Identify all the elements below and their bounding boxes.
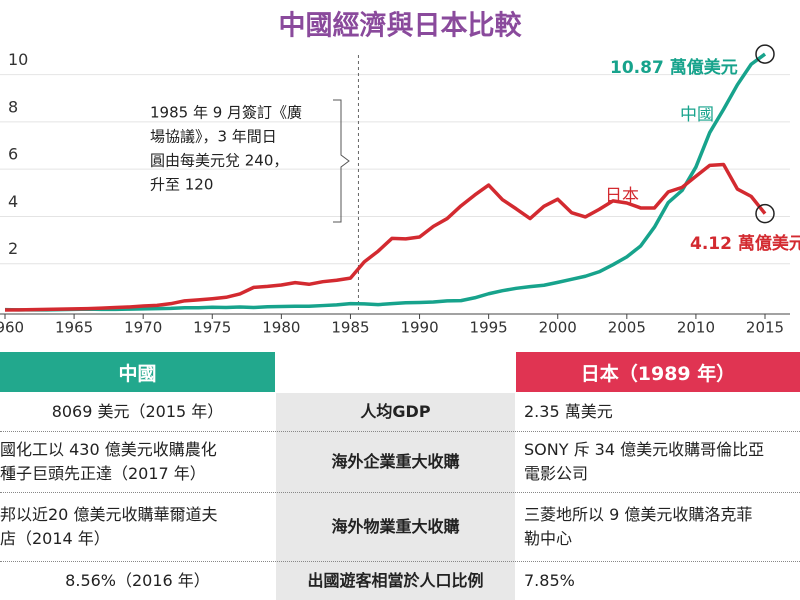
table-cell: 8.56%（2016 年） <box>0 562 275 600</box>
annotation-text: 場協議》，3 年間日 <box>150 128 277 146</box>
cell-text: SONY 斥 34 億美元收購哥倫比亞 <box>524 440 765 459</box>
annotation-text: 升至 120 <box>150 176 213 194</box>
cell-text: 人均GDP <box>360 402 431 421</box>
cell-text: 海外企業重大收購 <box>331 452 460 471</box>
end-marker <box>755 44 775 64</box>
annotation-bracket <box>333 99 350 223</box>
table-cell: 邦以近20 億美元收購華爾道夫 店（2014 年） <box>0 493 275 561</box>
annotation-text: 圓由每美元兌 240， <box>150 152 288 170</box>
y-tick-label: 4 <box>8 192 18 211</box>
cell-text: 國化工以 430 億美元收購農化 <box>0 440 217 459</box>
table-cell: 人均GDP <box>276 393 515 431</box>
chart-title: 中國經濟與日本比較 <box>279 10 523 42</box>
row-separator <box>0 561 800 562</box>
cell-text: 勒中心 <box>524 529 573 548</box>
y-tick-label: 10 <box>8 50 28 69</box>
y-tick-label: 2 <box>8 239 18 258</box>
end-label: 4.12 萬億美元 <box>690 233 800 254</box>
series-label: 中國 <box>680 105 714 125</box>
x-tick-label: 1985 <box>331 319 369 337</box>
x-tick-label: 1980 <box>262 319 300 337</box>
y-tick-label: 6 <box>8 145 18 164</box>
table-cell: 三菱地所以 9 億美元收購洛克菲 勒中心 <box>524 493 800 561</box>
x-tick-label: 1970 <box>124 319 162 337</box>
end-label: 10.87 萬億美元 <box>610 57 738 78</box>
cell-text: 出國遊客相當於人口比例 <box>307 571 484 590</box>
cell-text: 邦以近20 億美元收購華爾道夫 <box>0 505 218 524</box>
cell-text: 8069 美元（2015 年） <box>51 402 224 421</box>
x-tick-label: 1960 <box>0 319 24 337</box>
middle-column <box>276 393 515 600</box>
cell-text: 7.85% <box>524 571 575 590</box>
series-label: 日本 <box>605 186 639 206</box>
table-cell: 國化工以 430 億美元收購農化 種子巨頭先正達（2017 年） <box>0 432 275 492</box>
x-tick-label: 2005 <box>608 319 646 337</box>
x-tick-label: 2000 <box>539 319 577 337</box>
series-line <box>4 52 767 312</box>
x-tick-label: 1990 <box>400 319 438 337</box>
x-tick-label: 1995 <box>470 319 508 337</box>
table-cell: 2.35 萬美元 <box>524 393 800 431</box>
annotation-text: 1985 年 9 月簽訂《廣 <box>150 104 302 122</box>
table-cell: 海外企業重大收購 <box>276 432 515 492</box>
japan-header: 日本（1989 年） <box>516 352 800 392</box>
cell-text: 種子巨頭先正達（2017 年） <box>0 464 206 483</box>
cell-text: 店（2014 年） <box>0 529 110 548</box>
table-cell: 7.85% <box>524 562 800 600</box>
row-separator <box>0 431 800 432</box>
cell-text: 電影公司 <box>524 464 589 483</box>
chart: 中國經濟與日本比較 2 4 6 8 10 1960 1965 1970 1975 1980 1985… <box>0 10 800 337</box>
y-tick-label: 8 <box>8 97 18 116</box>
china-header: 中國 <box>0 352 275 392</box>
cell-text: 海外物業重大收購 <box>331 517 460 536</box>
table-cell: 8069 美元（2015 年） <box>0 393 275 431</box>
x-tick-label: 2010 <box>677 319 715 337</box>
x-tick-label: 1965 <box>55 319 93 337</box>
end-marker <box>755 203 775 224</box>
cell-text: 8.56%（2016 年） <box>65 571 210 590</box>
series-line <box>4 162 767 312</box>
x-tick-label: 1975 <box>193 319 231 337</box>
table-cell: SONY 斥 34 億美元收購哥倫比亞 電影公司 <box>524 432 800 492</box>
x-tick-label: 2015 <box>746 319 784 337</box>
table-cell: 出國遊客相當於人口比例 <box>276 562 515 600</box>
table-cell: 海外物業重大收購 <box>276 493 515 561</box>
row-separator <box>0 492 800 493</box>
cell-text: 三菱地所以 9 億美元收購洛克菲 <box>524 505 753 524</box>
cell-text: 2.35 萬美元 <box>524 402 613 421</box>
